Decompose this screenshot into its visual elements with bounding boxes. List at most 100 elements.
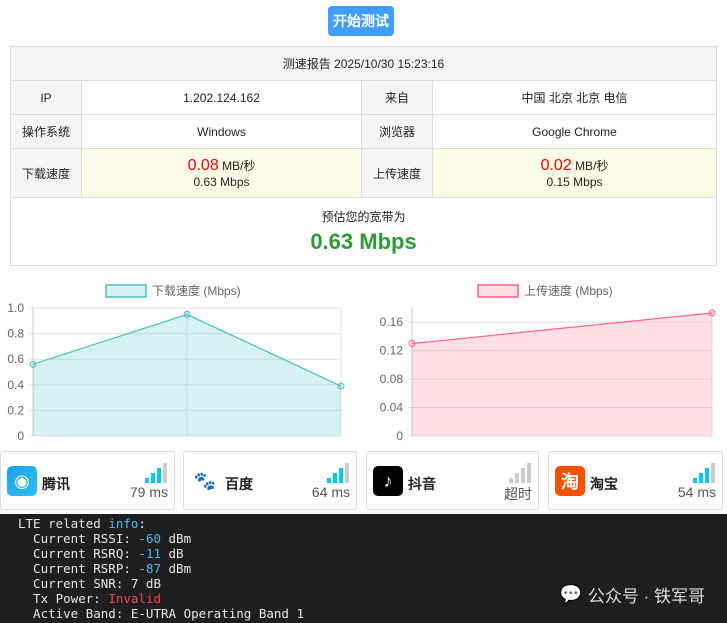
tx-power-value: Invalid bbox=[108, 591, 161, 606]
legend-label: 上传速度 (Mbps) bbox=[524, 283, 613, 298]
download-mbps: 0.63 Mbps bbox=[193, 175, 250, 189]
os-value: Windows bbox=[81, 114, 362, 149]
upload-value: 0.02 MB/秒 0.15 Mbps bbox=[432, 148, 717, 198]
band-line: Active Band: E-UTRA Operating Band 1 bbox=[18, 606, 304, 621]
y-tick-label: 0.2 bbox=[7, 403, 24, 417]
y-tick-label: 0 bbox=[17, 429, 24, 443]
data-point[interactable] bbox=[708, 309, 716, 317]
from-value: 中国 北京 北京 电信 bbox=[432, 80, 717, 115]
speed-charts: 下载速度 (Mbps) 0 0.2 0.4 0.6 0.8 1.0 上传速度 (Mbps) 0 0… bbox=[7, 283, 716, 443]
site-card[interactable]: ◉ 腾讯 79 ms bbox=[0, 451, 175, 510]
y-tick-label: 1.0 bbox=[7, 301, 24, 315]
browser-label: 浏览器 bbox=[361, 114, 433, 149]
y-tick-label: 0.6 bbox=[7, 352, 24, 366]
signal-bar bbox=[345, 463, 349, 483]
term-text: info bbox=[108, 516, 139, 531]
signal-bar bbox=[151, 473, 155, 483]
site-name: 腾讯 bbox=[42, 476, 70, 492]
signal-icon bbox=[693, 463, 715, 483]
y-tick-label: 0.12 bbox=[380, 344, 404, 358]
tencent-icon: ◉ bbox=[7, 466, 37, 496]
site-name: 百度 bbox=[225, 476, 253, 492]
term-text: Tx Power: bbox=[18, 591, 109, 606]
download-value: 0.08 MB/秒 0.63 Mbps bbox=[81, 148, 362, 198]
data-point[interactable] bbox=[408, 340, 416, 348]
term-text: dB bbox=[161, 546, 184, 561]
term-text: Current RSRP: bbox=[18, 561, 139, 576]
signal-bar bbox=[515, 473, 519, 483]
download-mbs: 0.08 bbox=[187, 157, 219, 174]
signal-icon bbox=[509, 463, 531, 483]
y-tick-label: 0 bbox=[396, 429, 403, 443]
signal-bar bbox=[339, 468, 343, 483]
y-tick-label: 0.16 bbox=[380, 315, 404, 329]
legend-label: 下载速度 (Mbps) bbox=[152, 283, 241, 298]
term-text: dBm bbox=[161, 561, 192, 576]
legend-swatch bbox=[105, 284, 147, 298]
signal-bar bbox=[145, 478, 149, 483]
watermark-text: 公众号 · 铁军哥 bbox=[587, 587, 705, 606]
area-fill bbox=[412, 312, 712, 436]
site-latency: 超时 bbox=[504, 486, 532, 502]
from-label: 来自 bbox=[361, 80, 433, 115]
rsrq-value: -11 bbox=[138, 546, 161, 561]
upload-mbps: 0.15 Mbps bbox=[546, 175, 603, 189]
bandwidth-label: 预估您的宽带为 bbox=[321, 210, 406, 224]
rssi-value: -60 bbox=[138, 531, 161, 546]
site-latency: 54 ms bbox=[677, 484, 716, 500]
upload-mbs: 0.02 bbox=[540, 157, 572, 174]
upload-label: 上传速度 bbox=[361, 148, 433, 198]
terminal-output: LTE related info: Current RSSI: -60 dBm … bbox=[0, 514, 727, 623]
series-line bbox=[411, 312, 713, 345]
signal-bar bbox=[157, 468, 161, 483]
download-unit: MB/秒 bbox=[222, 159, 256, 173]
os-label: 操作系统 bbox=[10, 114, 82, 149]
taobao-icon: 淘 bbox=[555, 466, 585, 496]
signal-bar bbox=[327, 478, 331, 483]
y-tick-label: 0.04 bbox=[380, 401, 404, 415]
speed-report-table: 测速报告 2025/10/30 15:23:16 IP 1.202.124.162… bbox=[10, 46, 717, 266]
y-tick-label: 0.4 bbox=[7, 378, 24, 392]
site-latency: 64 ms bbox=[311, 484, 350, 500]
signal-icon bbox=[145, 463, 167, 483]
signal-bar bbox=[163, 463, 167, 483]
signal-bar bbox=[705, 468, 709, 483]
download-label: 下载速度 bbox=[10, 148, 82, 198]
site-name: 淘宝 bbox=[590, 476, 618, 492]
signal-bar bbox=[521, 468, 525, 483]
ip-value: 1.202.124.162 bbox=[81, 80, 362, 115]
site-name: 抖音 bbox=[408, 476, 436, 492]
rsrp-value: -87 bbox=[138, 561, 161, 576]
signal-bar bbox=[711, 463, 715, 483]
data-point[interactable] bbox=[183, 310, 191, 318]
site-card[interactable]: 淘 淘宝 54 ms bbox=[548, 451, 723, 510]
start-test-button[interactable]: 开始测试 bbox=[328, 6, 394, 36]
y-tick-label: 0.8 bbox=[7, 327, 24, 341]
site-card[interactable]: 🐾 百度 64 ms bbox=[183, 451, 357, 510]
snr-line: Current SNR: 7 dB bbox=[18, 576, 161, 591]
data-point[interactable] bbox=[29, 360, 37, 368]
signal-bar bbox=[509, 478, 513, 483]
watermark: 💬 公众号 · 铁军哥 bbox=[559, 582, 705, 607]
bandwidth-value: 0.63 Mbps bbox=[310, 229, 417, 254]
site-card[interactable]: ♪ 抖音 超时 bbox=[366, 451, 539, 510]
term-text: LTE related bbox=[18, 516, 109, 531]
signal-bar bbox=[699, 473, 703, 483]
baidu-icon: 🐾 bbox=[190, 466, 220, 496]
site-latency: 79 ms bbox=[129, 484, 168, 500]
upload-unit: MB/秒 bbox=[575, 159, 609, 173]
ip-label: IP bbox=[10, 80, 82, 115]
term-text: Current RSRQ: bbox=[18, 546, 139, 561]
douyin-icon: ♪ bbox=[373, 466, 403, 496]
series-line bbox=[32, 313, 342, 387]
data-point[interactable] bbox=[337, 382, 345, 390]
wechat-icon: 💬 bbox=[559, 584, 582, 604]
term-text: dBm bbox=[161, 531, 192, 546]
term-text: Current RSSI: bbox=[18, 531, 139, 546]
browser-value: Google Chrome bbox=[432, 114, 717, 149]
legend-swatch bbox=[477, 284, 519, 298]
signal-bar bbox=[333, 473, 337, 483]
bandwidth-estimate: 预估您的宽带为 0.63 Mbps bbox=[10, 197, 717, 266]
signal-bar bbox=[693, 478, 697, 483]
report-title: 测速报告 2025/10/30 15:23:16 bbox=[10, 46, 717, 81]
